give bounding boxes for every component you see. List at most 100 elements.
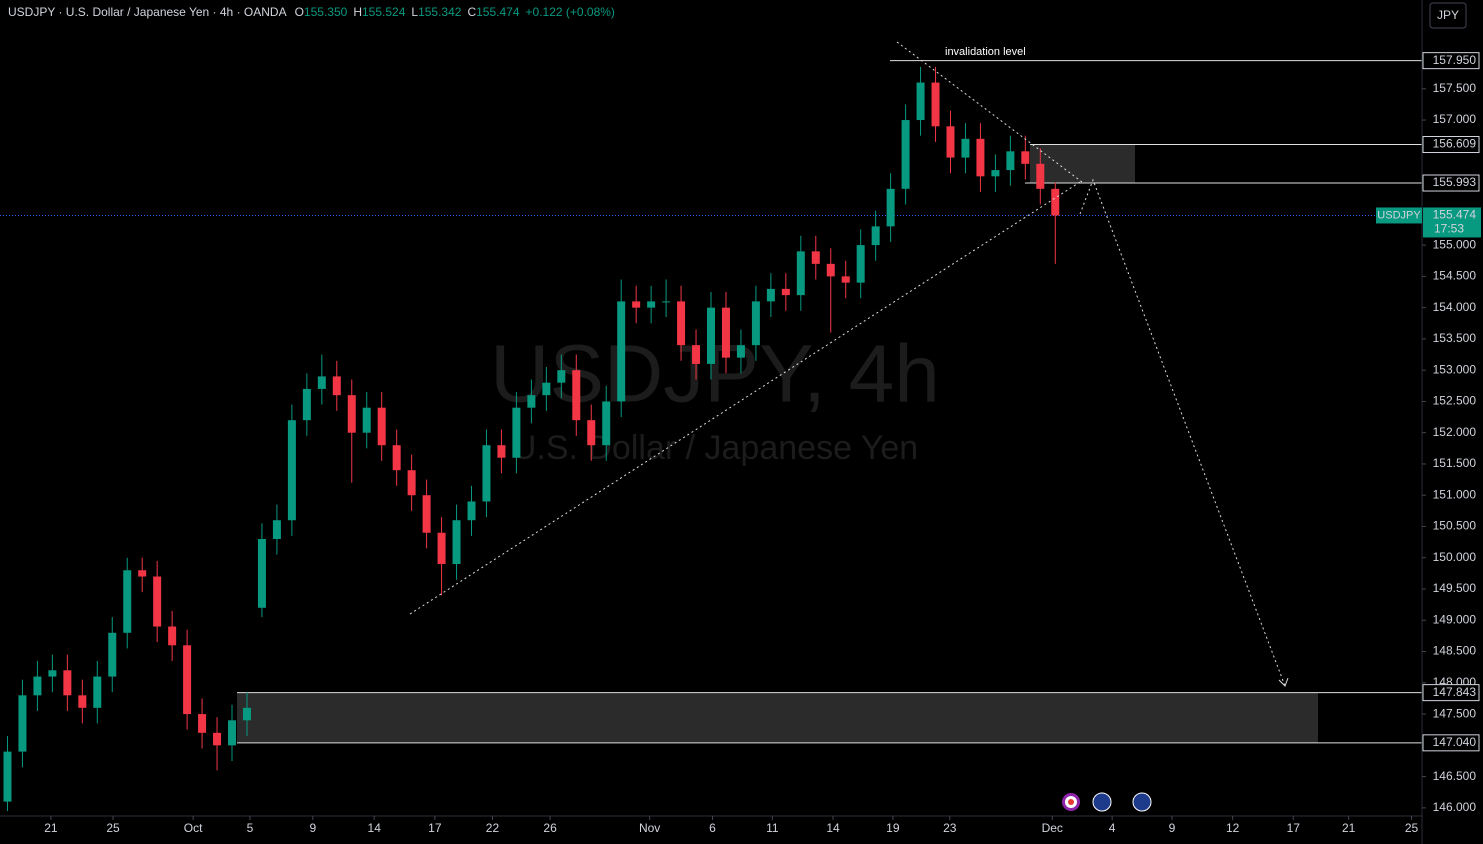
candle-body: [242, 707, 251, 721]
candle-body: [721, 307, 730, 358]
candle-body: [392, 445, 401, 471]
level-label: 147.040: [1433, 735, 1477, 749]
x-tick-label: 12: [1226, 821, 1240, 835]
watermark-subtitle: U.S. Dollar / Japanese Yen: [512, 429, 918, 467]
candle-body: [542, 382, 551, 396]
level-tag: [1422, 52, 1480, 70]
candle-body: [257, 538, 266, 608]
candle-body: [781, 288, 790, 296]
candle-body: [796, 251, 805, 296]
y-tick-label: 150.000: [1433, 550, 1477, 564]
level-label: 156.609: [1433, 137, 1477, 151]
candle-body: [931, 82, 940, 127]
currency-button[interactable]: [1429, 2, 1467, 29]
candle-body: [647, 301, 656, 308]
y-tick-label: 151.500: [1433, 456, 1477, 470]
y-tick-label: 149.500: [1433, 581, 1477, 595]
candle-body: [33, 676, 42, 696]
candle-body: [93, 676, 102, 708]
candle-body: [213, 732, 222, 746]
event-icon[interactable]: [1092, 792, 1112, 812]
zone: [237, 692, 1318, 743]
candle-body: [347, 395, 356, 433]
trendline: [896, 41, 1083, 183]
candle-body: [961, 138, 970, 158]
x-tick-label: 17: [1287, 821, 1301, 835]
candle-body: [63, 670, 72, 696]
candle-body: [138, 570, 147, 577]
candle-body: [1036, 163, 1045, 189]
x-tick-label: Dec: [1042, 821, 1063, 835]
candle-body: [1051, 188, 1060, 216]
level-tag: [1422, 684, 1480, 702]
x-tick-label: 9: [1169, 821, 1176, 835]
ohlc-value: 155.474: [476, 5, 520, 19]
candle-body: [153, 576, 162, 627]
candle-body: [557, 370, 566, 383]
level-tag: [1422, 174, 1480, 192]
candle-body: [287, 420, 296, 521]
candle-body: [826, 263, 835, 277]
candle-body: [377, 407, 386, 446]
y-tick-label: 154.000: [1433, 300, 1477, 314]
candle-body: [497, 445, 506, 458]
zone: [1030, 144, 1135, 184]
candle-body: [228, 720, 237, 746]
x-tick-label: 21: [44, 821, 58, 835]
candle-body: [991, 170, 1000, 177]
projection-arrow: [1079, 178, 1286, 687]
candle-body: [302, 388, 311, 421]
event-icon[interactable]: [1132, 792, 1152, 812]
change: +0.122 (+0.08%): [526, 5, 615, 19]
header: USDJPY · U.S. Dollar / Japanese Yen · 4h…: [8, 5, 615, 19]
level-label: 157.950: [1433, 53, 1477, 67]
x-tick-label: 14: [826, 821, 840, 835]
x-tick-label: 25: [1405, 821, 1419, 835]
candle-body: [617, 301, 626, 402]
y-tick-label: 152.000: [1433, 425, 1477, 439]
candle-body: [422, 495, 431, 533]
ohlc-key: O: [295, 5, 304, 19]
annotation: invalidation level: [945, 46, 1026, 58]
x-tick-label: 4: [1109, 821, 1116, 835]
zones: [0, 60, 1422, 744]
x-tick-label: 6: [709, 821, 716, 835]
candle-body: [946, 126, 955, 158]
x-tick-label: 11: [766, 821, 779, 835]
candle-body: [916, 82, 925, 121]
candle-body: [362, 407, 371, 433]
y-tick-label: 147.500: [1433, 706, 1477, 720]
candle-body: [332, 376, 341, 396]
y-tick-label: 150.500: [1433, 519, 1477, 533]
y-tick-label: 153.000: [1433, 362, 1477, 376]
candle-body: [512, 407, 521, 458]
y-tick-label: 157.500: [1433, 81, 1477, 95]
candle-body: [437, 532, 446, 565]
candle-body: [1021, 151, 1030, 164]
candle-body: [78, 695, 87, 708]
ohlc-value: 155.350: [304, 5, 348, 19]
x-tick-label: 26: [543, 821, 557, 835]
ohlc-value: 155.342: [418, 5, 462, 19]
x-tick-label: Oct: [184, 821, 203, 835]
y-tick-label: 155.000: [1433, 237, 1477, 251]
x-tick-label: 17: [428, 821, 442, 835]
y-tick-label: 151.000: [1433, 487, 1477, 501]
y-tick-label: 146.000: [1433, 800, 1477, 814]
x-tick-label: 22: [486, 821, 500, 835]
candle-body: [482, 445, 491, 502]
candle-body: [272, 520, 281, 539]
symbol-tag: USDJPY: [1377, 209, 1421, 221]
candle-body: [871, 226, 880, 246]
y-tick-label: 157.000: [1433, 112, 1477, 126]
candle-body: [811, 251, 820, 264]
axes: 146.000146.500147.500148.000148.500149.0…: [44, 52, 1481, 835]
countdown: 17:53: [1434, 222, 1464, 236]
y-tick-label: 154.500: [1433, 269, 1477, 283]
y-tick-label: 148.500: [1433, 644, 1477, 658]
candle-body: [707, 307, 715, 364]
arrow-head: [1278, 677, 1289, 687]
level-tag: [1422, 734, 1480, 752]
candle-body: [317, 376, 326, 389]
